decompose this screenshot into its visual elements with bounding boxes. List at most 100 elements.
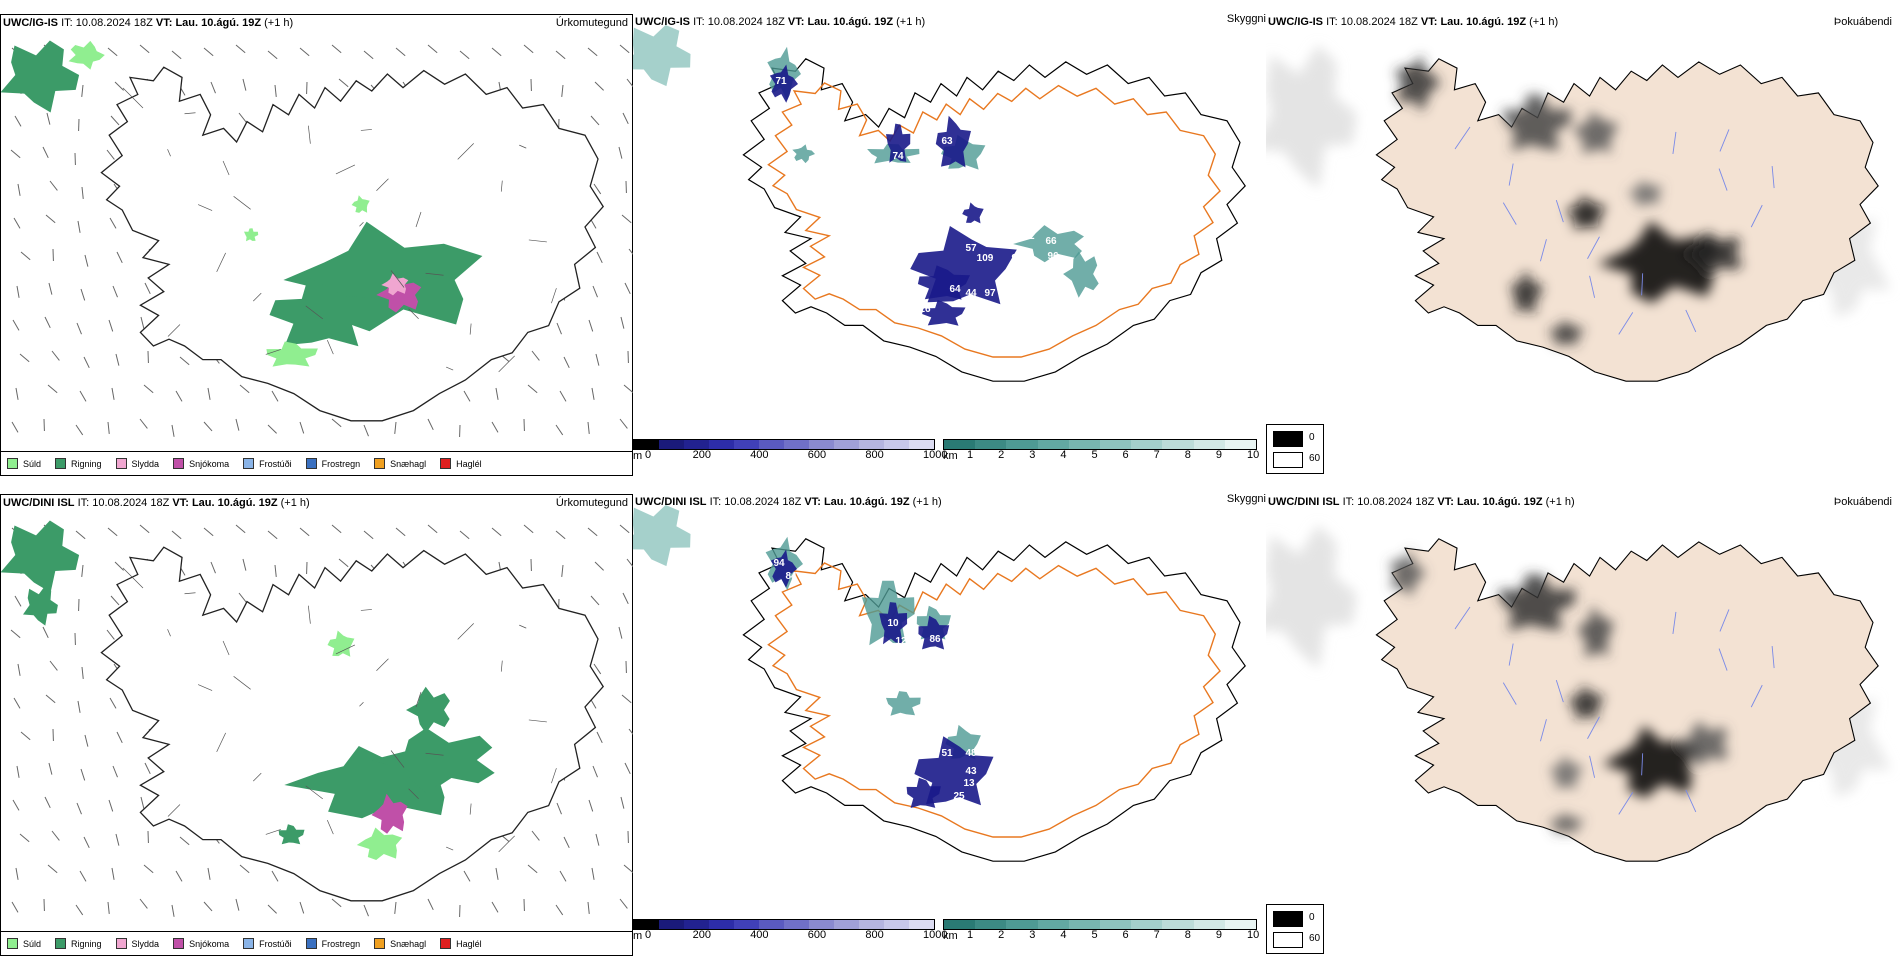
- wind-barb: [496, 868, 498, 880]
- wind-barb: [562, 565, 563, 577]
- panel-title: Skyggni: [1227, 13, 1266, 25]
- wind-barb: [204, 422, 212, 431]
- precip-type-legend-item: Slydda: [116, 458, 160, 469]
- distance-tick-label: 10: [1247, 449, 1259, 461]
- wind-barb: [460, 51, 469, 59]
- wind-barb: [243, 559, 246, 571]
- visibility-value-label: 25: [953, 791, 965, 802]
- distance-tick-label: 7: [1154, 929, 1160, 941]
- wind-barb: [48, 385, 57, 393]
- distance-tick-label: 3: [1029, 449, 1035, 461]
- vt-label: VT:: [172, 497, 189, 509]
- wind-barb: [180, 357, 189, 365]
- wind-barb: [176, 391, 182, 401]
- legend-swatch: [116, 458, 127, 469]
- wind-barb: [364, 425, 368, 436]
- wind-barb: [623, 113, 628, 124]
- wind-barb: [172, 425, 174, 437]
- wind-barb: [45, 797, 50, 808]
- wind-barb: [145, 283, 150, 294]
- elevation-tick-label: 600: [808, 449, 826, 461]
- wind-barb: [592, 868, 594, 880]
- distance-bar: [943, 919, 1257, 930]
- elevation-tick-label: 400: [750, 929, 768, 941]
- wind-barb: [300, 902, 304, 913]
- distance-tick-label: 8: [1185, 929, 1191, 941]
- wind-barb: [117, 732, 122, 743]
- vt-value: Lau. 10.ágú. 19Z: [807, 16, 893, 28]
- wind-barb: [332, 899, 341, 907]
- wind-barb: [140, 45, 149, 53]
- wind-barb: [140, 899, 147, 908]
- wind-barb: [300, 528, 309, 536]
- wind-barb: [49, 283, 52, 295]
- precip-type-legend-item: Rigning: [55, 458, 102, 469]
- wind-barb: [595, 82, 604, 90]
- low-visibility-area: [633, 505, 691, 566]
- elevation-tick-label: 800: [865, 449, 883, 461]
- visibility-value-label: 51: [941, 748, 953, 759]
- it-value: 10.08.2024 18Z: [92, 497, 169, 509]
- wind-barb: [14, 218, 20, 228]
- fog-legend-light-label: 60: [1309, 933, 1320, 944]
- legend-swatch: [243, 458, 254, 469]
- wind-barb: [50, 661, 57, 670]
- rain-area: [1, 41, 79, 113]
- wind-barb: [16, 388, 18, 400]
- visibility-value-label: 84: [785, 571, 797, 582]
- distance-tick-label: 1: [967, 449, 973, 461]
- wind-barb: [623, 593, 628, 604]
- visibility-value-label: 13: [963, 778, 975, 789]
- wind-barb: [115, 562, 124, 570]
- wind-barb: [332, 525, 341, 533]
- legend-label: Súld: [23, 459, 41, 469]
- wind-barb: [588, 48, 597, 56]
- visibility-value-label: 97: [984, 288, 996, 299]
- wind-barb: [396, 528, 405, 536]
- wind-barb: [144, 385, 153, 393]
- wind-barb: [80, 391, 86, 401]
- wind-barb: [46, 695, 55, 703]
- wind-barb: [107, 630, 114, 639]
- wind-barb: [619, 147, 622, 159]
- wind-barb: [211, 562, 215, 573]
- wind-barb: [204, 902, 212, 911]
- distance-tick-label: 5: [1091, 929, 1097, 941]
- wind-barb: [78, 701, 80, 713]
- wind-barb: [625, 283, 630, 294]
- wind-barb: [82, 85, 83, 97]
- visibility-value-label: 57: [965, 243, 977, 254]
- model-name: UWC/DINI ISL: [1268, 496, 1340, 508]
- fog-legend-dark-swatch: [1273, 431, 1303, 447]
- it-value: 10.08.2024 18Z: [708, 16, 785, 28]
- wind-barb: [82, 187, 83, 199]
- wind-barb: [52, 351, 59, 360]
- wind-barb: [596, 354, 599, 366]
- wind-barb: [428, 525, 437, 533]
- wind-barb: [622, 695, 631, 703]
- wind-barb: [49, 763, 52, 775]
- wind-barb: [141, 317, 144, 329]
- visibility-value-label: 48: [945, 326, 957, 337]
- forecast-row: UWC/IG-IS IT: 10.08.2024 18Z VT: Lau. 10…: [0, 14, 1900, 484]
- visibility-value-label: 74: [892, 151, 904, 162]
- panel-header: UWC/IG-IS IT: 10.08.2024 18Z VT: Lau. 10…: [1268, 16, 1558, 28]
- wind-barb: [141, 797, 144, 809]
- wind-barb: [528, 385, 537, 393]
- fog-over-sea: [1266, 525, 1357, 669]
- wind-barb: [239, 593, 246, 602]
- wind-barb: [240, 385, 249, 393]
- rain-area: [1, 521, 79, 593]
- precip-type-panel: UWC/DINI ISL IT: 10.08.2024 18Z VT: Lau.…: [0, 494, 633, 956]
- precip-type-legend-item: Frostúði: [243, 458, 292, 469]
- wind-barb: [47, 113, 50, 125]
- wind-barb: [176, 871, 182, 881]
- visibility-value-label: 67: [909, 308, 921, 319]
- wind-barb: [556, 531, 565, 539]
- wind-barb: [364, 905, 368, 916]
- wind-barb: [107, 150, 114, 159]
- legend-label: Frostúði: [259, 459, 292, 469]
- wind-barb: [395, 902, 396, 914]
